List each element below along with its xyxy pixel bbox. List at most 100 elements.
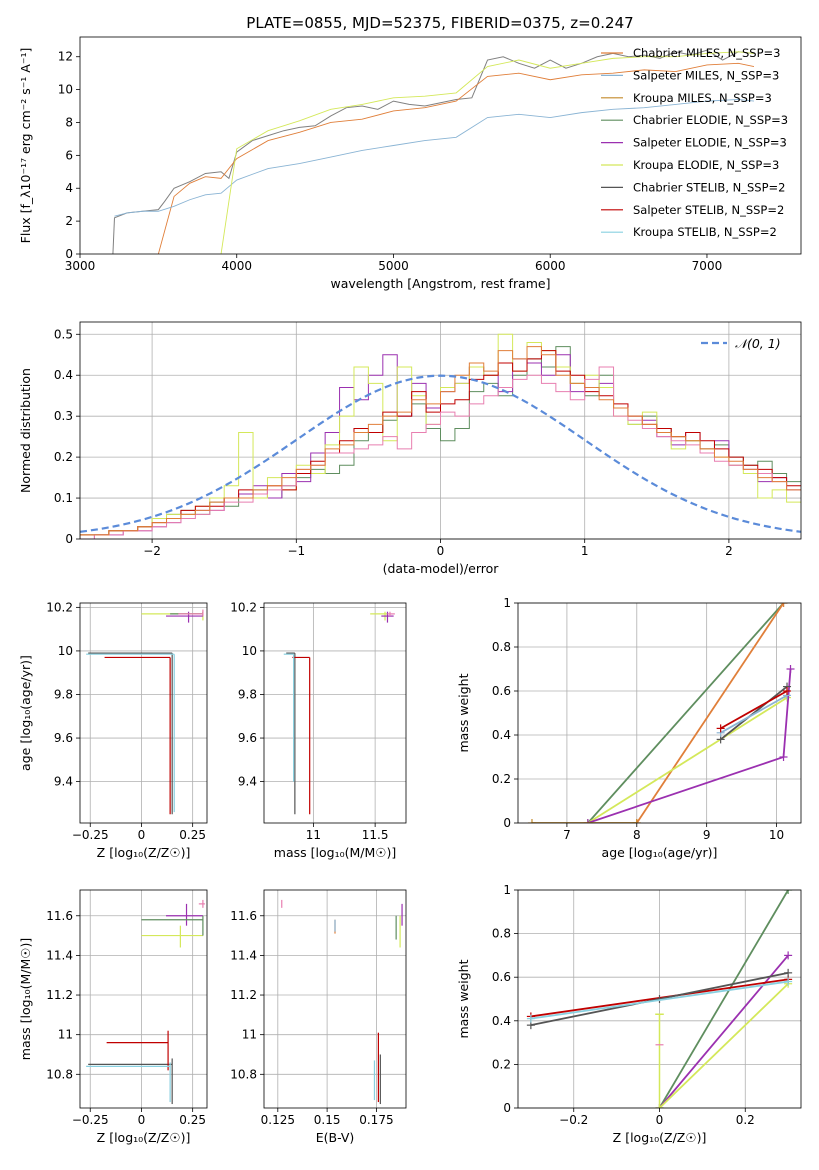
plot-area [526, 890, 793, 1108]
legend-entry: Kroupa ELODIE, N_SSP=3 [633, 158, 779, 172]
figure-title: PLATE=0855, MJD=52375, FIBERID=0375, z=0… [246, 14, 633, 32]
ticks: −2 −1 0 1 2 0 0.1 0.2 0.3 0.4 0.5 [54, 327, 733, 558]
axes-massweight-vs-age: 7 8 9 10 0 0.2 0.4 0.6 0.8 1 age [log₁₀(age/yr)] ma… [456, 596, 802, 860]
axes-age-vs-metallicity: −0.25 0 0.25 9.4 9.6 9.8 10 10.2 Z [log₁₀(Z/Z☉)]… [18, 600, 208, 860]
histogram-pink [80, 366, 801, 539]
legend-entry: Kroupa MILES, N_SSP=3 [633, 91, 772, 105]
x-tick-label: 0.15 [314, 1113, 341, 1127]
y-tick-label: 0 [503, 816, 511, 830]
x-tick-label: 10 [769, 828, 784, 842]
y-tick-label: 9.4 [238, 775, 257, 789]
plot-area [86, 899, 205, 1105]
x-axis-label: E(B-V) [316, 1130, 355, 1145]
normal-curve [80, 374, 801, 533]
y-axis-label: mass weight [456, 673, 471, 752]
y-tick-label: 0 [503, 1101, 511, 1115]
weight-line-kroupa_stelib [530, 980, 789, 1020]
marker-pink [178, 609, 204, 617]
y-tick-label: 0.8 [492, 927, 511, 941]
gridlines [80, 890, 207, 1108]
marker-chabrier-stelib [88, 652, 173, 815]
x-axis-label: mass [log₁₀(M/M☉)] [274, 845, 396, 860]
x-tick-label: 0 [138, 828, 146, 842]
x-tick-label: 5000 [378, 259, 409, 273]
axis-frame [517, 889, 802, 1109]
weight-line-kroupa_elodie [658, 983, 789, 1108]
axes-mass-vs-extinction: 0.125 0.15 0.175 10.8 11 11.2 11.4 11.6 E(B-V) [230, 889, 407, 1145]
x-tick-label: −0.2 [559, 1113, 588, 1127]
y-axis-label: Flux [f_λ10⁻¹⁷ erg cm⁻² s⁻¹ A⁻¹] [18, 48, 33, 244]
y-tick-label: 1 [503, 883, 511, 897]
weight-marker [784, 968, 793, 977]
x-tick-label: 8 [633, 828, 641, 842]
y-tick-label: 9.8 [54, 687, 73, 701]
y-tick-label: 0.6 [492, 970, 511, 984]
ticks: 3000 4000 5000 6000 7000 0 2 4 6 8 10 12 [58, 50, 723, 273]
plot-area [112, 49, 755, 254]
x-tick-label: 0.25 [179, 1113, 206, 1127]
weight-line-salpeter_elodie [658, 954, 789, 1108]
ticks: 11 11.5 9.4 9.6 9.8 10 10.2 [230, 600, 388, 842]
gridlines [264, 890, 406, 1108]
weight-line-kroupa_elodie [587, 696, 788, 823]
y-tick-label: 11.2 [230, 988, 257, 1002]
x-axis-label: (data-model)/error [383, 561, 500, 576]
y-tick-label: 0.4 [492, 728, 511, 742]
y-tick-label: 9.8 [238, 687, 257, 701]
axes-age-vs-mass: 11 11.5 9.4 9.6 9.8 10 10.2 mass [log₁₀(M/M☉)] [230, 600, 407, 860]
y-tick-label: 0.2 [492, 1057, 511, 1071]
legend-entry: Salpeter STELIB, N_SSP=2 [633, 203, 784, 217]
x-tick-label: 2 [725, 544, 733, 558]
y-tick-label: 6 [65, 148, 73, 162]
weight-line-salpeter_miles [720, 694, 788, 734]
y-tick-label: 0.1 [54, 491, 73, 505]
x-axis-label: Z [log₁₀(Z/Z☉)] [97, 845, 191, 860]
axes-spectrum: 3000 4000 5000 6000 7000 0 2 4 6 8 10 12 wavelength … [18, 36, 802, 291]
y-tick-label: 11.4 [230, 948, 257, 962]
y-axis-label: mass weight [456, 959, 471, 1038]
marker-chabrier-stelib [286, 652, 296, 815]
x-tick-label: −0.25 [72, 828, 109, 842]
y-tick-label: 0.4 [54, 368, 73, 382]
axis-frame [263, 602, 407, 824]
x-tick-label: 0.2 [736, 1113, 755, 1127]
spectrum-series-observed [112, 49, 755, 254]
weight-line-chabrier_elodie [587, 603, 785, 823]
x-tick-label: 11.5 [362, 828, 389, 842]
axes-massweight-vs-metallicity: −0.2 0 0.2 0 0.2 0.4 0.6 0.8 1 Z [log₁₀(Z/Z☉)] mas… [456, 883, 802, 1145]
x-tick-label: 7 [563, 828, 571, 842]
x-tick-label: 7000 [692, 259, 723, 273]
plot-area [281, 899, 403, 1105]
plot-area [86, 609, 204, 815]
x-tick-label: 11 [306, 828, 321, 842]
axis-frame [79, 321, 802, 540]
legend-entry: Chabrier STELIB, N_SSP=2 [633, 180, 785, 194]
weight-marker [784, 977, 793, 986]
marker-salpeter-stelib [106, 1030, 169, 1071]
y-tick-label: 9.6 [54, 731, 73, 745]
x-tick-label: 4000 [221, 259, 252, 273]
y-tick-label: 11.2 [46, 988, 73, 1002]
y-tick-label: 11.4 [46, 948, 73, 962]
y-tick-label: 0.2 [492, 772, 511, 786]
y-axis-label: Normed distribution [18, 368, 33, 493]
y-tick-label: 0.3 [54, 409, 73, 423]
weight-marker [527, 819, 536, 823]
y-tick-label: 0.2 [54, 450, 73, 464]
marker-kroupa-stelib [86, 1062, 171, 1103]
ticks: −0.25 0 0.25 9.4 9.6 9.8 10 10.2 [46, 600, 206, 842]
legend-entry: Salpeter MILES, N_SSP=3 [633, 68, 779, 82]
legend-entry: Chabrier ELODIE, N_SSP=3 [633, 113, 788, 127]
marker-salpeter-stelib [292, 656, 311, 815]
x-axis-label: age [log₁₀(age/yr)] [602, 845, 718, 860]
weight-marker [716, 724, 725, 733]
plot-area [283, 611, 395, 815]
y-tick-label: 0.5 [54, 327, 73, 341]
y-tick-label: 9.4 [54, 775, 73, 789]
y-tick-label: 0 [65, 532, 73, 546]
x-tick-label: 0 [656, 1113, 664, 1127]
ticks: 0.125 0.15 0.175 10.8 11 11.2 11.4 11.6 [230, 909, 393, 1127]
x-axis-label: Z [log₁₀(Z/Z☉)] [97, 1130, 191, 1145]
y-tick-label: 0.4 [492, 1014, 511, 1028]
